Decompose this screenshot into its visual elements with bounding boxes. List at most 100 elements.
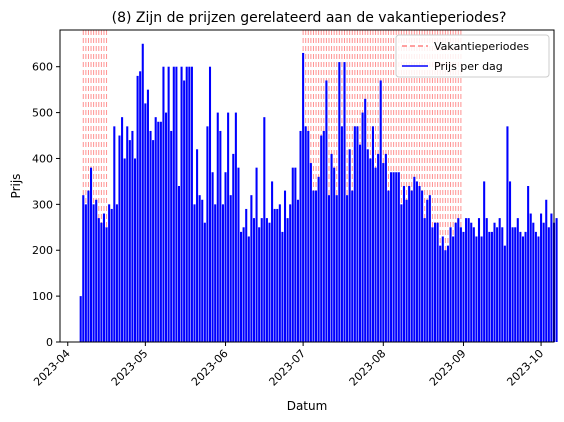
price-bar: [475, 236, 478, 342]
price-bar: [273, 208, 276, 342]
price-bar: [263, 117, 266, 342]
price-bar: [201, 199, 204, 342]
price-bar: [219, 130, 222, 342]
price-bar: [519, 231, 522, 342]
price-bar: [95, 199, 98, 342]
price-bar: [524, 231, 527, 342]
price-bar: [408, 186, 411, 342]
price-bar: [281, 231, 284, 342]
price-bar: [214, 204, 217, 342]
price-bar: [439, 245, 442, 342]
price-bar: [100, 222, 103, 342]
price-bar: [506, 126, 509, 343]
price-bar: [488, 231, 491, 342]
price-bar: [245, 208, 248, 342]
price-bar: [216, 112, 219, 343]
price-bar: [165, 112, 168, 343]
price-bar: [289, 204, 292, 342]
price-bar: [159, 121, 162, 342]
price-bar: [87, 190, 90, 342]
price-bar: [423, 218, 426, 342]
price-bar: [237, 167, 240, 342]
price-bar: [232, 153, 235, 342]
price-bar: [84, 204, 87, 342]
price-bar: [410, 190, 413, 342]
price-bar: [449, 227, 452, 342]
price-bar: [547, 227, 550, 342]
price-bar: [144, 103, 147, 342]
price-bar: [465, 218, 468, 342]
price-bar: [152, 140, 155, 342]
price-bar: [392, 172, 395, 342]
y-axis-label: Prijs: [9, 174, 23, 199]
price-bar: [472, 227, 475, 342]
price-bar: [322, 130, 325, 342]
price-bar: [501, 227, 504, 342]
legend: Vakantieperiodes Prijs per dag: [395, 34, 550, 78]
price-bar: [534, 231, 537, 342]
price-bar: [203, 222, 206, 342]
plot-frame: [59, 29, 555, 343]
price-bar: [108, 204, 111, 342]
price-bar: [340, 126, 343, 343]
price-bar: [317, 176, 320, 342]
price-bar: [369, 158, 372, 342]
price-bar: [139, 71, 142, 342]
price-bar: [400, 204, 403, 342]
price-bar: [312, 190, 315, 342]
price-bar: [242, 227, 245, 342]
price-bar: [296, 199, 299, 342]
price-bar: [307, 130, 310, 342]
price-bar: [175, 66, 178, 343]
x-axis: 2023-04 2023-05 2023-06 2023-07 2023-08 2023-…: [31, 342, 546, 389]
price-bar: [496, 227, 499, 342]
price-bar: [459, 227, 462, 342]
price-bar: [271, 181, 274, 342]
price-bar: [105, 227, 108, 342]
price-bar: [555, 218, 558, 342]
price-bar: [250, 195, 253, 342]
price-bar: [477, 218, 481, 342]
price-bar: [136, 75, 139, 342]
price-bar: [433, 222, 437, 342]
price-bar: [90, 167, 93, 342]
price-bar: [188, 66, 191, 343]
price-bar: [82, 195, 85, 342]
price-bar: [395, 172, 398, 342]
price-bar: [379, 80, 382, 343]
price-bar: [229, 195, 232, 342]
y-axis: 0 100 200 300 400 500 600: [32, 61, 60, 349]
price-bar: [183, 80, 186, 343]
price-bar: [446, 245, 449, 342]
price-bar: [457, 218, 460, 342]
price-bar: [154, 117, 157, 342]
price-bar: [177, 186, 181, 342]
price-bar: [374, 167, 377, 342]
x-tick-label: 2023-06: [189, 347, 231, 389]
price-bar: [467, 218, 470, 342]
price-bar: [480, 236, 483, 342]
price-bar: [206, 126, 209, 343]
price-bar: [121, 117, 124, 342]
price-bar: [294, 167, 297, 342]
price-bar: [348, 149, 351, 342]
x-tick-label: 2023-10: [504, 347, 546, 389]
price-bar: [508, 181, 512, 342]
x-tick-label: 2023-05: [109, 347, 151, 389]
price-bar: [483, 181, 486, 342]
price-bar: [149, 130, 152, 342]
price-bar: [302, 52, 305, 343]
price-bar: [421, 190, 424, 342]
price-bar: [470, 222, 473, 342]
price-bar: [371, 126, 374, 343]
price-bar: [185, 66, 188, 343]
price-bar: [193, 204, 196, 342]
price-bar: [364, 98, 367, 342]
price-bar: [252, 218, 256, 342]
price-bar: [343, 62, 346, 342]
price-bar: [418, 186, 421, 342]
price-bar: [441, 236, 444, 342]
y-tick-label: 600: [32, 61, 53, 74]
price-bar: [532, 222, 535, 342]
price-bar: [304, 126, 307, 343]
